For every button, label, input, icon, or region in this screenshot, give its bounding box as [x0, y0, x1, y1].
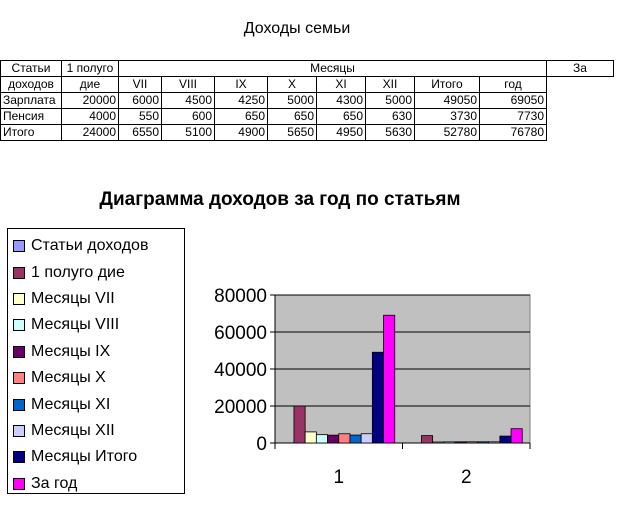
table-cell[interactable]: 6550: [118, 124, 162, 141]
table-cell[interactable]: 52780: [414, 124, 480, 141]
legend-label: За год: [31, 474, 78, 492]
bar: [465, 441, 478, 444]
table-cell[interactable]: 76780: [479, 124, 547, 141]
legend-swatch: [13, 266, 25, 279]
legend-swatch: [13, 451, 25, 464]
x-tick-label: 1: [333, 467, 344, 488]
legend-swatch: [13, 319, 25, 332]
table-row: Итого 24000 6550 5100 4900 5650 4950 5630 52780 7…: [0, 124, 614, 141]
table-cell[interactable]: 49050: [414, 92, 480, 109]
legend-swatch: [13, 292, 25, 305]
bar: [477, 441, 490, 444]
y-tick-label: 60000: [214, 323, 267, 344]
table-cell[interactable]: 5000: [267, 92, 317, 109]
legend-item: Месяцы VIII: [8, 312, 184, 338]
bar: [360, 433, 373, 444]
sheet-title: Доходы семьи: [243, 20, 351, 37]
y-tick-label: 40000: [214, 360, 267, 381]
income-table: Статьи 1 полуго Месяцы За доходов дие VII V…: [0, 60, 614, 141]
table-cell[interactable]: 5630: [365, 124, 415, 141]
table-cell[interactable]: 5650: [267, 124, 317, 141]
bar: [315, 434, 328, 444]
legend-swatch: [13, 345, 25, 358]
x-tick-label: 2: [461, 467, 472, 488]
table-cell[interactable]: Пенсия: [0, 108, 62, 125]
bar: [371, 351, 384, 444]
legend-label: Месяцы VII: [31, 289, 115, 307]
y-tick-label: 20000: [214, 397, 267, 418]
chart-legend[interactable]: Статьи доходов 1 полуго дие Месяцы VII Меся…: [7, 228, 185, 494]
bar: [510, 428, 523, 444]
legend-label: Месяцы Итого: [31, 448, 138, 466]
legend-swatch: [13, 398, 25, 411]
bar: [499, 435, 512, 444]
legend-label: Месяцы IX: [31, 342, 111, 360]
legend-label: Месяцы VIII: [31, 316, 120, 334]
legend-label: Месяцы XI: [31, 395, 111, 413]
legend-item: За год: [8, 471, 184, 497]
legend-item: Месяцы X: [8, 365, 184, 391]
bar: [327, 434, 340, 444]
legend-label: Статьи доходов: [31, 237, 149, 255]
header-cell[interactable]: 1 полуго: [61, 60, 119, 77]
bar: [338, 433, 351, 444]
legend-label: 1 полуго дие: [31, 263, 125, 281]
header-cell[interactable]: VIII: [161, 76, 215, 93]
legend-item: 1 полуго дие: [8, 259, 184, 285]
bar: [383, 314, 396, 444]
legend-item: Статьи доходов: [8, 233, 184, 259]
table-cell[interactable]: Итого: [0, 124, 62, 141]
bar: [304, 431, 317, 444]
bar: [454, 441, 467, 444]
table-cell[interactable]: 4950: [316, 124, 366, 141]
legend-item: Месяцы Итого: [8, 444, 184, 470]
bar: [293, 405, 306, 444]
bar: [432, 441, 445, 444]
header-cell[interactable]: За: [546, 60, 614, 77]
table-cell[interactable]: 600: [161, 108, 215, 125]
legend-item: Месяцы XI: [8, 391, 184, 417]
bar: [443, 441, 456, 444]
legend-swatch: [13, 240, 25, 253]
legend-swatch: [13, 424, 25, 437]
y-tick-label: 0: [256, 434, 267, 455]
bar: [421, 435, 434, 444]
bar: [349, 434, 362, 444]
legend-swatch: [13, 477, 25, 490]
bar: [488, 441, 501, 444]
header-cell[interactable]: дие: [61, 76, 119, 93]
legend-label: Месяцы XII: [31, 421, 115, 439]
legend-swatch: [13, 372, 25, 385]
table-row: Зарплата 20000 6000 4500 4250 5000 4300 5000 490…: [0, 92, 614, 109]
legend-item: Месяцы XII: [8, 418, 184, 444]
y-tick-label: 80000: [214, 286, 267, 307]
legend-label: Месяцы X: [31, 369, 106, 387]
legend-item: Месяцы VII: [8, 286, 184, 312]
legend-item: Месяцы IX: [8, 339, 184, 365]
chart-title: Диаграмма доходов за год по статьям: [99, 189, 461, 210]
